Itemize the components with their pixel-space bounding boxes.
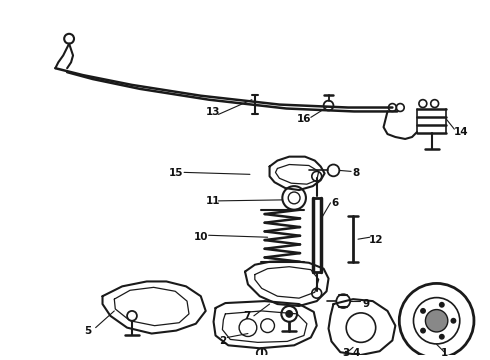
Text: 11: 11 xyxy=(205,196,220,206)
Circle shape xyxy=(285,310,293,318)
Text: 16: 16 xyxy=(297,114,311,124)
Text: 6: 6 xyxy=(332,198,339,208)
Text: 3: 3 xyxy=(343,348,350,358)
Circle shape xyxy=(450,318,456,324)
Text: 13: 13 xyxy=(205,107,220,117)
Circle shape xyxy=(420,308,426,314)
Circle shape xyxy=(425,310,448,332)
Text: 10: 10 xyxy=(194,232,208,242)
Circle shape xyxy=(420,328,426,334)
Text: 12: 12 xyxy=(368,235,383,245)
Circle shape xyxy=(439,334,445,340)
Text: 2: 2 xyxy=(219,336,226,346)
Text: 7: 7 xyxy=(243,311,251,321)
Text: 5: 5 xyxy=(84,325,92,336)
Text: 4: 4 xyxy=(352,348,360,358)
Text: 9: 9 xyxy=(362,299,369,309)
Text: 15: 15 xyxy=(169,168,183,178)
Text: 1: 1 xyxy=(441,348,448,358)
Text: 14: 14 xyxy=(454,127,468,137)
Circle shape xyxy=(439,302,445,308)
Text: 8: 8 xyxy=(352,168,360,178)
